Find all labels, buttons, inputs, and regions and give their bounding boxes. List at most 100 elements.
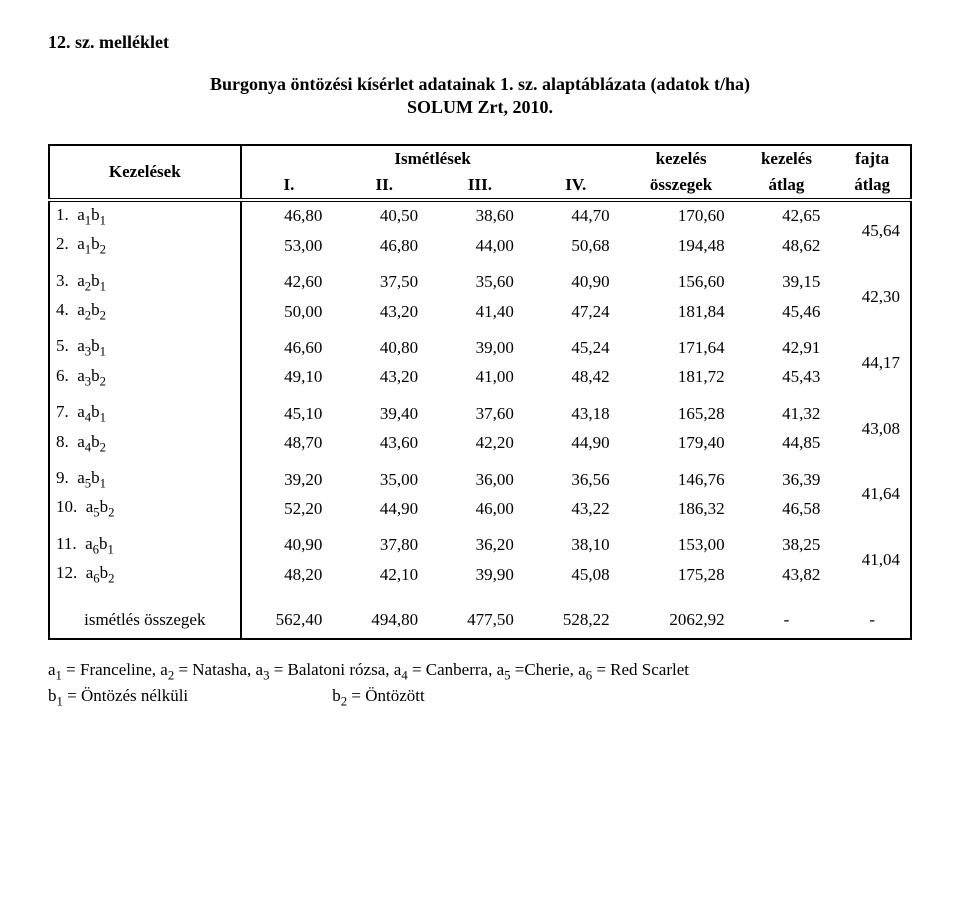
table-body: 1. a1b146,8040,5038,6044,70170,6042,6545… bbox=[49, 200, 911, 590]
footnote-line-2: b1 = Öntözés nélküli b2 = Öntözött bbox=[48, 686, 912, 709]
cell-fajta-atlag: 45,64 bbox=[834, 200, 911, 261]
sum-c3: 477,50 bbox=[432, 606, 528, 639]
cell-value: 45,24 bbox=[528, 326, 624, 362]
hdr-ismetlesek: Ismétlések bbox=[241, 145, 624, 172]
cell-sum: 181,72 bbox=[624, 363, 739, 392]
cell-value: 35,00 bbox=[336, 458, 432, 494]
row-label: 2. a1b2 bbox=[49, 231, 241, 260]
cell-value: 50,68 bbox=[528, 231, 624, 260]
hdr-atlag-1: átlag bbox=[739, 172, 835, 200]
table-header: Kezelések Ismétlések kezelés kezelés faj… bbox=[49, 145, 911, 200]
row-label: 5. a3b1 bbox=[49, 326, 241, 362]
cell-fajta-atlag: 41,04 bbox=[834, 524, 911, 590]
table-row: 12. a6b248,2042,1039,9045,08175,2843,82 bbox=[49, 560, 911, 589]
hdr-kezeles-top-1: kezelés bbox=[624, 145, 739, 172]
table-row: 10. a5b252,2044,9046,0043,22186,3246,58 bbox=[49, 494, 911, 523]
cell-value: 45,08 bbox=[528, 560, 624, 589]
cell-value: 43,18 bbox=[528, 392, 624, 428]
cell-sum: 165,28 bbox=[624, 392, 739, 428]
hdr-col-IV: IV. bbox=[528, 172, 624, 200]
cell-fajta-atlag: 42,30 bbox=[834, 261, 911, 327]
cell-value: 38,10 bbox=[528, 524, 624, 560]
sum-avg-dash: - bbox=[739, 606, 835, 639]
hdr-fajta-top: fajta bbox=[834, 145, 911, 172]
table-row: 9. a5b139,2035,0036,0036,56146,7636,3941… bbox=[49, 458, 911, 494]
cell-value: 52,20 bbox=[241, 494, 337, 523]
cell-value: 46,60 bbox=[241, 326, 337, 362]
cell-value: 41,40 bbox=[432, 297, 528, 326]
sum-c4: 528,22 bbox=[528, 606, 624, 639]
cell-sum: 170,60 bbox=[624, 200, 739, 231]
cell-avg: 39,15 bbox=[739, 261, 835, 297]
cell-avg: 45,43 bbox=[739, 363, 835, 392]
sum-favg-dash: - bbox=[834, 606, 911, 639]
cell-value: 44,90 bbox=[528, 429, 624, 458]
cell-avg: 38,25 bbox=[739, 524, 835, 560]
cell-value: 42,10 bbox=[336, 560, 432, 589]
cell-value: 53,00 bbox=[241, 231, 337, 260]
attachment-heading: 12. sz. melléklet bbox=[48, 32, 912, 53]
table-sum: ismétlés összegek 562,40 494,80 477,50 5… bbox=[49, 589, 911, 639]
cell-value: 40,90 bbox=[528, 261, 624, 297]
title-line-1: Burgonya öntözési kísérlet adatainak 1. … bbox=[48, 73, 912, 96]
cell-fajta-atlag: 41,64 bbox=[834, 458, 911, 524]
cell-value: 43,20 bbox=[336, 363, 432, 392]
cell-value: 50,00 bbox=[241, 297, 337, 326]
cell-sum: 153,00 bbox=[624, 524, 739, 560]
hdr-col-I: I. bbox=[241, 172, 337, 200]
hdr-col-III: III. bbox=[432, 172, 528, 200]
row-label: 3. a2b1 bbox=[49, 261, 241, 297]
sum-row: ismétlés összegek 562,40 494,80 477,50 5… bbox=[49, 606, 911, 639]
row-label: 6. a3b2 bbox=[49, 363, 241, 392]
table-row: 4. a2b250,0043,2041,4047,24181,8445,46 bbox=[49, 297, 911, 326]
cell-value: 37,50 bbox=[336, 261, 432, 297]
cell-avg: 42,91 bbox=[739, 326, 835, 362]
cell-value: 36,00 bbox=[432, 458, 528, 494]
cell-avg: 43,82 bbox=[739, 560, 835, 589]
cell-avg: 36,39 bbox=[739, 458, 835, 494]
cell-value: 37,80 bbox=[336, 524, 432, 560]
table-row: 11. a6b140,9037,8036,2038,10153,0038,254… bbox=[49, 524, 911, 560]
row-label: 11. a6b1 bbox=[49, 524, 241, 560]
cell-sum: 156,60 bbox=[624, 261, 739, 297]
cell-avg: 48,62 bbox=[739, 231, 835, 260]
table-row: 2. a1b253,0046,8044,0050,68194,4848,62 bbox=[49, 231, 911, 260]
cell-value: 46,80 bbox=[336, 231, 432, 260]
cell-fajta-atlag: 43,08 bbox=[834, 392, 911, 458]
cell-value: 48,70 bbox=[241, 429, 337, 458]
cell-sum: 181,84 bbox=[624, 297, 739, 326]
footnotes: a1 = Franceline, a2 = Natasha, a3 = Bala… bbox=[48, 660, 912, 709]
row-label: 4. a2b2 bbox=[49, 297, 241, 326]
row-label: 8. a4b2 bbox=[49, 429, 241, 458]
cell-value: 49,10 bbox=[241, 363, 337, 392]
row-label: 12. a6b2 bbox=[49, 560, 241, 589]
cell-value: 42,60 bbox=[241, 261, 337, 297]
cell-value: 43,20 bbox=[336, 297, 432, 326]
cell-sum: 194,48 bbox=[624, 231, 739, 260]
cell-sum: 179,40 bbox=[624, 429, 739, 458]
table-row: 7. a4b145,1039,4037,6043,18165,2841,3243… bbox=[49, 392, 911, 428]
cell-value: 43,60 bbox=[336, 429, 432, 458]
cell-avg: 46,58 bbox=[739, 494, 835, 523]
cell-value: 44,70 bbox=[528, 200, 624, 231]
cell-sum: 146,76 bbox=[624, 458, 739, 494]
cell-value: 46,80 bbox=[241, 200, 337, 231]
cell-value: 39,40 bbox=[336, 392, 432, 428]
footnote-b2: b2 = Öntözött bbox=[332, 686, 424, 705]
cell-value: 39,90 bbox=[432, 560, 528, 589]
cell-value: 40,80 bbox=[336, 326, 432, 362]
table-row: 1. a1b146,8040,5038,6044,70170,6042,6545… bbox=[49, 200, 911, 231]
table-row: 3. a2b142,6037,5035,6040,90156,6039,1542… bbox=[49, 261, 911, 297]
cell-value: 39,00 bbox=[432, 326, 528, 362]
sum-c1: 562,40 bbox=[241, 606, 337, 639]
cell-sum: 175,28 bbox=[624, 560, 739, 589]
cell-value: 37,60 bbox=[432, 392, 528, 428]
row-label: 9. a5b1 bbox=[49, 458, 241, 494]
sum-c2: 494,80 bbox=[336, 606, 432, 639]
footnote-line-1: a1 = Franceline, a2 = Natasha, a3 = Bala… bbox=[48, 660, 912, 683]
cell-sum: 186,32 bbox=[624, 494, 739, 523]
title-block: Burgonya öntözési kísérlet adatainak 1. … bbox=[48, 73, 912, 120]
row-label: 10. a5b2 bbox=[49, 494, 241, 523]
cell-value: 48,42 bbox=[528, 363, 624, 392]
title-line-2: SOLUM Zrt, 2010. bbox=[48, 96, 912, 119]
